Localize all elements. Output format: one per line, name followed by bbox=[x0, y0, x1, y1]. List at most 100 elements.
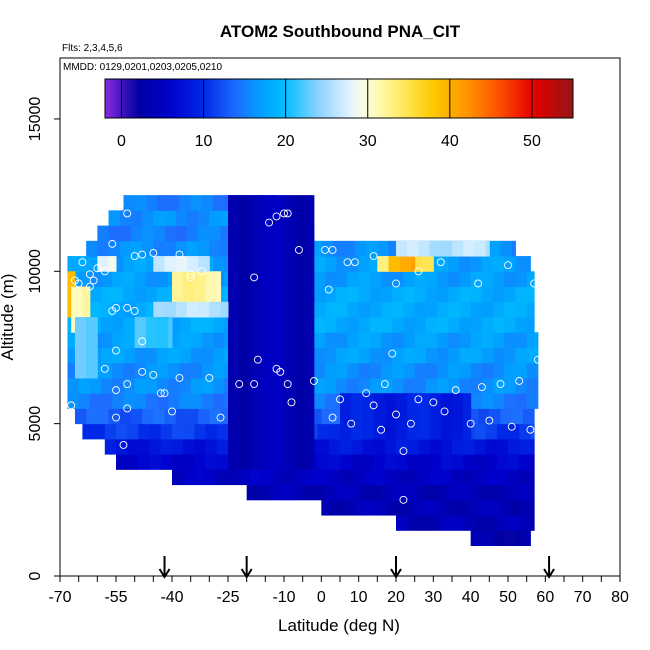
observation-point bbox=[115, 200, 124, 209]
heatmap-cell bbox=[160, 423, 173, 440]
observation-point bbox=[138, 250, 147, 259]
heatmap-cell bbox=[530, 423, 535, 440]
observation-point bbox=[78, 258, 87, 267]
heatmap-cell bbox=[78, 256, 91, 272]
heatmap-cell bbox=[481, 256, 494, 272]
heatmap-patch-cell bbox=[157, 317, 169, 348]
heatmap-cell bbox=[183, 423, 195, 440]
heatmap-cell bbox=[515, 317, 528, 333]
heatmap-cell bbox=[470, 256, 483, 272]
heatmap-cell bbox=[399, 499, 412, 516]
heatmap-cell bbox=[459, 347, 472, 364]
observation-point bbox=[399, 447, 408, 456]
heatmap-cell bbox=[437, 347, 449, 364]
heatmap-cell bbox=[186, 225, 199, 242]
heatmap-cell bbox=[130, 408, 143, 425]
heatmap-cell bbox=[142, 225, 154, 242]
heatmap-cell bbox=[74, 408, 87, 425]
heatmap-cell bbox=[336, 377, 348, 394]
heatmap-cell bbox=[101, 362, 113, 379]
colorbar-tick-label: 10 bbox=[195, 133, 213, 150]
x-tick-label: 0 bbox=[317, 589, 326, 606]
heatmap-cell bbox=[336, 271, 348, 288]
heatmap-cell bbox=[410, 499, 423, 516]
heatmap-cell bbox=[515, 332, 528, 348]
heatmap-patch-cell bbox=[399, 256, 412, 272]
heatmap-cell bbox=[112, 301, 124, 318]
heatmap-cell bbox=[190, 195, 203, 211]
heatmap-cell bbox=[321, 499, 334, 516]
heatmap-cell bbox=[145, 301, 158, 318]
heatmap-cell bbox=[508, 454, 520, 470]
heatmap-cell bbox=[358, 317, 371, 333]
heatmap-cell bbox=[358, 377, 371, 394]
heatmap-cell bbox=[101, 377, 113, 394]
observation-point bbox=[250, 380, 259, 388]
heatmap-cell bbox=[145, 377, 158, 394]
heatmap-cell bbox=[403, 377, 416, 394]
x-axis: -70 -55 -40 -25 -10 0 10 20 30 40 50 60 70 80 bbox=[48, 576, 629, 606]
heatmap-cell bbox=[414, 332, 427, 348]
heatmap-cell bbox=[381, 301, 393, 318]
heatmap-cell bbox=[403, 286, 416, 303]
heatmap-cell bbox=[97, 240, 110, 257]
heatmap-patch-cell bbox=[216, 271, 222, 303]
x-tick-label: -70 bbox=[48, 589, 71, 606]
observation-point bbox=[265, 218, 274, 227]
heatmap-cell bbox=[97, 408, 110, 425]
heatmap-cell bbox=[336, 317, 348, 333]
observation-point bbox=[100, 364, 109, 373]
heatmap-cell bbox=[474, 438, 487, 455]
heatmap-cell bbox=[381, 347, 393, 364]
heatmap-cell bbox=[332, 408, 345, 425]
heatmap-cell bbox=[496, 423, 509, 440]
heatmap-cell bbox=[425, 332, 438, 348]
heatmap-cell bbox=[123, 362, 136, 379]
heatmap-cell bbox=[437, 286, 449, 303]
heatmap-cell bbox=[407, 515, 419, 531]
heatmap-cell bbox=[78, 271, 91, 288]
heatmap-cell bbox=[228, 469, 240, 486]
heatmap-cell bbox=[373, 469, 386, 486]
heatmap-cell bbox=[452, 469, 464, 486]
observation-point bbox=[85, 270, 94, 279]
observation-point bbox=[130, 306, 139, 315]
observation-point bbox=[149, 249, 158, 257]
heatmap-cell bbox=[86, 240, 98, 257]
heatmap-cell bbox=[455, 499, 468, 516]
heatmap-cell bbox=[138, 438, 151, 455]
heatmap-cell bbox=[448, 362, 460, 379]
heatmap-cell bbox=[306, 469, 319, 486]
observation-point bbox=[123, 380, 132, 388]
observation-point bbox=[138, 367, 147, 376]
heatmap-patch-cell bbox=[134, 317, 147, 348]
heatmap-patch-cell bbox=[410, 256, 423, 272]
heatmap-cell bbox=[500, 408, 513, 425]
heatmap-cell bbox=[437, 362, 449, 379]
observation-point bbox=[369, 252, 378, 261]
observation-point bbox=[123, 209, 132, 218]
heatmap-cell bbox=[496, 454, 509, 470]
heatmap-cell bbox=[392, 301, 404, 318]
heatmap-cell bbox=[101, 317, 113, 333]
heatmap-cell bbox=[302, 484, 315, 501]
heatmap-patch-cell bbox=[97, 256, 110, 272]
heatmap-cell bbox=[119, 240, 132, 257]
heatmap-cell bbox=[414, 317, 427, 333]
heatmap-cell bbox=[403, 332, 416, 348]
heatmap-cell bbox=[142, 240, 154, 257]
heatmap-cell bbox=[261, 469, 274, 486]
observation-point bbox=[93, 264, 102, 273]
observation-point bbox=[283, 380, 292, 388]
heatmap-cell bbox=[493, 377, 505, 394]
heatmap-cell bbox=[481, 530, 494, 547]
heatmap-cell bbox=[205, 423, 218, 440]
latitude-arrows bbox=[158, 556, 555, 579]
heatmap-cell bbox=[123, 317, 136, 333]
heatmap-cell bbox=[459, 317, 472, 333]
heatmap-cell bbox=[205, 438, 218, 455]
heatmap-cell bbox=[164, 225, 177, 242]
heatmap-patch-cell bbox=[153, 256, 166, 272]
heatmap-cell bbox=[448, 347, 460, 364]
heatmap-cell bbox=[407, 438, 419, 455]
